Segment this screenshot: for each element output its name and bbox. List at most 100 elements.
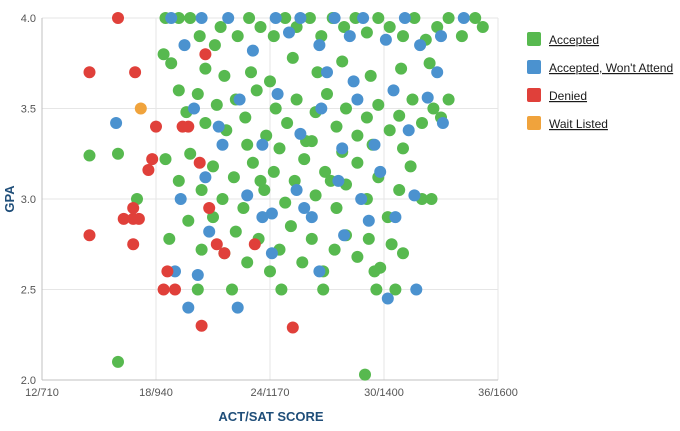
y-tick-label: 3.5 <box>21 104 36 116</box>
point-denied <box>161 265 174 278</box>
point-accepted <box>338 21 351 34</box>
point-accepted <box>184 12 197 24</box>
point-accepted <box>199 62 212 75</box>
point-accepted-won-t-attend <box>313 265 326 278</box>
point-denied <box>150 120 162 133</box>
point-accepted-won-t-attend <box>199 171 212 184</box>
point-accepted <box>404 160 417 173</box>
point-accepted-won-t-attend <box>368 138 381 151</box>
legend-label-accepted[interactable]: Accepted <box>549 33 599 47</box>
point-accepted-won-t-attend <box>328 12 341 24</box>
point-accepted <box>241 138 254 151</box>
point-accepted-won-t-attend <box>338 229 351 242</box>
point-accepted <box>317 283 330 296</box>
point-accepted <box>184 147 197 160</box>
point-accepted <box>286 51 299 64</box>
legend-label-accepted-won-t-attend[interactable]: Accepted, Won't Attend <box>549 61 673 75</box>
legend-swatch-wait-listed <box>527 116 541 130</box>
point-accepted-won-t-attend <box>216 138 229 151</box>
point-accepted <box>267 165 280 178</box>
legend-label-denied[interactable]: Denied <box>549 89 587 103</box>
point-accepted <box>245 66 257 79</box>
point-accepted <box>397 247 409 260</box>
point-accepted-won-t-attend <box>191 269 204 282</box>
point-accepted <box>254 21 267 34</box>
point-denied <box>112 12 124 24</box>
point-denied <box>248 238 261 251</box>
point-accepted-won-t-attend <box>294 127 307 140</box>
point-accepted <box>395 62 408 75</box>
point-accepted <box>216 193 229 205</box>
point-accepted-won-t-attend <box>379 33 392 46</box>
point-denied <box>83 229 96 242</box>
point-accepted-won-t-attend <box>414 39 427 52</box>
point-accepted-won-t-attend <box>357 12 370 24</box>
point-accepted <box>303 12 316 24</box>
point-denied <box>286 321 299 334</box>
point-accepted <box>207 160 219 173</box>
point-accepted <box>476 21 489 34</box>
point-accepted <box>368 265 381 278</box>
point-accepted <box>159 153 172 166</box>
point-accepted <box>165 57 178 70</box>
point-accepted <box>243 12 256 24</box>
point-accepted <box>311 66 324 79</box>
point-accepted <box>383 124 396 137</box>
point-accepted <box>191 88 204 101</box>
tick-labels: 2.0 2.5 3.0 3.5 4.0 12/710 18/940 24/1170 30/140… <box>21 13 518 399</box>
point-accepted <box>229 225 242 238</box>
point-accepted-won-t-attend <box>195 12 208 24</box>
point-accepted <box>208 39 221 52</box>
point-accepted-won-t-attend <box>387 84 400 97</box>
y-tick-label: 2.0 <box>21 375 36 387</box>
x-tick-label: 36/1600 <box>478 387 518 399</box>
point-accepted <box>157 48 170 61</box>
point-accepted-won-t-attend <box>290 183 303 196</box>
point-accepted <box>425 193 438 205</box>
point-accepted <box>267 30 280 43</box>
point-accepted-won-t-attend <box>315 102 328 115</box>
y-tick-label: 4.0 <box>21 13 36 25</box>
legend-label-wait-listed[interactable]: Wait Listed <box>549 117 608 131</box>
point-accepted <box>385 238 398 251</box>
point-accepted <box>214 21 227 34</box>
point-accepted <box>246 156 259 169</box>
point-accepted-won-t-attend <box>355 193 368 205</box>
point-denied <box>210 238 223 251</box>
point-accepted <box>340 102 352 115</box>
point-accepted-won-t-attend <box>178 39 191 52</box>
point-denied <box>127 238 140 251</box>
point-accepted-won-t-attend <box>435 30 447 43</box>
point-accepted-won-t-attend <box>271 88 284 101</box>
x-tick-label: 18/940 <box>139 387 173 399</box>
legend-swatch-accepted <box>527 32 541 46</box>
point-accepted <box>131 193 143 205</box>
axes-layer <box>41 18 498 381</box>
point-accepted <box>319 165 332 178</box>
point-accepted <box>284 220 297 233</box>
point-accepted <box>172 174 185 187</box>
point-accepted <box>264 75 276 88</box>
point-accepted <box>298 153 311 166</box>
point-denied <box>182 120 195 133</box>
point-accepted-won-t-attend <box>457 12 470 24</box>
legend-swatch-accepted-won-t-attend <box>527 60 541 74</box>
point-accepted <box>397 30 409 43</box>
point-accepted <box>258 183 271 196</box>
point-accepted <box>112 147 124 160</box>
point-accepted <box>330 120 343 133</box>
point-accepted <box>389 283 402 296</box>
point-accepted <box>397 142 409 155</box>
point-accepted-won-t-attend <box>241 189 254 202</box>
x-tick-label: 30/1400 <box>364 387 404 399</box>
point-accepted <box>383 21 396 34</box>
point-accepted <box>250 84 263 97</box>
point-accepted <box>112 355 124 368</box>
point-denied <box>132 212 145 225</box>
point-accepted-won-t-attend <box>246 44 259 57</box>
point-accepted <box>431 21 444 34</box>
point-accepted-won-t-attend <box>231 301 244 314</box>
legend: Accepted Accepted, Won't Attend Denied Wait… <box>527 32 673 131</box>
point-accepted <box>264 265 276 278</box>
point-accepted-won-t-attend <box>343 30 356 43</box>
